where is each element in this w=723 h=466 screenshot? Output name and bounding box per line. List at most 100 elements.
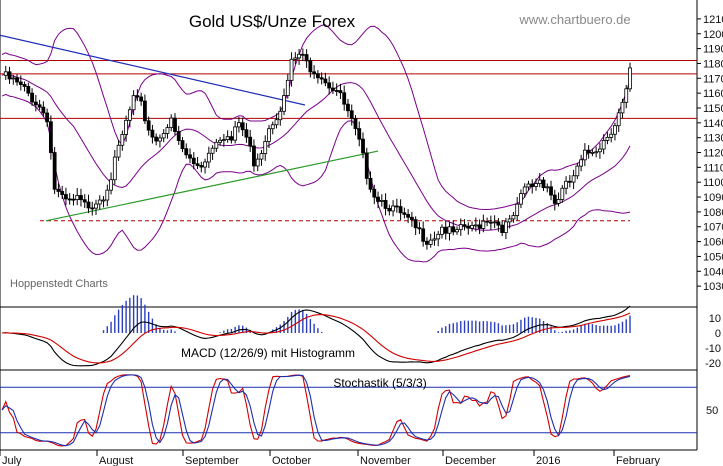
candle-body bbox=[255, 158, 260, 167]
candle-body bbox=[150, 129, 155, 138]
candle-body bbox=[466, 225, 471, 229]
macd-axis-ticks: 10 0 -10 -20 bbox=[705, 313, 721, 370]
candle-body bbox=[221, 139, 226, 142]
candle-body bbox=[338, 90, 343, 94]
candle-body bbox=[82, 199, 87, 203]
candle-body bbox=[71, 198, 76, 201]
candle-body bbox=[571, 175, 576, 183]
candle-body bbox=[342, 92, 347, 105]
candle-body bbox=[451, 226, 456, 233]
stochastic-d-line bbox=[1, 374, 631, 447]
price-tick-label: 1150 bbox=[703, 103, 723, 115]
candle-body bbox=[154, 136, 159, 142]
macd-tick-label: -20 bbox=[705, 358, 721, 370]
guide-lines bbox=[0, 59, 697, 434]
candle-body bbox=[624, 88, 629, 103]
price-tick-label: 1170 bbox=[703, 73, 723, 85]
candle-body bbox=[586, 149, 591, 154]
source-text: www.chartbuero.de bbox=[518, 12, 630, 27]
uptrend-line bbox=[45, 150, 379, 222]
candle-body bbox=[229, 136, 234, 141]
candle-body bbox=[432, 238, 437, 241]
candle-body bbox=[500, 224, 505, 233]
candle-body bbox=[52, 152, 57, 190]
macd-line bbox=[1, 305, 631, 367]
candle-body bbox=[616, 112, 621, 127]
price-tick-label: 1070 bbox=[703, 222, 723, 234]
candle-body bbox=[470, 224, 474, 229]
candle-body bbox=[552, 194, 557, 204]
candle-body bbox=[526, 183, 531, 188]
candle-body bbox=[7, 71, 12, 80]
candle-body bbox=[210, 147, 215, 154]
candle-body bbox=[458, 224, 463, 231]
candle-body bbox=[165, 127, 170, 134]
candle-body bbox=[579, 159, 584, 167]
candle-body bbox=[75, 195, 80, 200]
candle-body bbox=[537, 179, 542, 184]
stochastic-axis-ticks: 50 bbox=[706, 405, 718, 417]
candle-body bbox=[331, 87, 335, 91]
candle-body bbox=[601, 140, 606, 150]
downtrend-line bbox=[0, 34, 306, 106]
candle-body bbox=[477, 224, 482, 229]
candle-body bbox=[22, 84, 27, 87]
candle-body bbox=[146, 120, 151, 131]
candle-body bbox=[173, 117, 177, 132]
candle-body bbox=[496, 221, 501, 226]
candle-body bbox=[364, 152, 369, 179]
candle-body bbox=[293, 57, 298, 60]
candle-body bbox=[109, 179, 113, 191]
candle-body bbox=[105, 189, 110, 201]
candle-body bbox=[169, 117, 174, 129]
stochastic-tick-label: 50 bbox=[706, 405, 718, 417]
candle-body bbox=[334, 90, 339, 92]
month-tick-label: February bbox=[616, 455, 661, 466]
candle-body bbox=[199, 165, 204, 168]
candle-body bbox=[90, 207, 95, 210]
candle-body bbox=[37, 104, 42, 108]
candle-body bbox=[218, 139, 223, 143]
month-tick-label: August bbox=[99, 455, 133, 466]
price-tick-label: 1030 bbox=[703, 281, 723, 293]
candle-body bbox=[158, 137, 162, 142]
candle-body bbox=[176, 131, 181, 141]
candle-body bbox=[120, 134, 125, 146]
candle-body bbox=[582, 149, 587, 161]
candle-body bbox=[443, 226, 448, 234]
candle-body bbox=[613, 125, 617, 135]
month-tick-label: December bbox=[445, 455, 496, 466]
month-tick-label: July bbox=[2, 455, 22, 466]
candle-body bbox=[481, 220, 486, 229]
candle-body bbox=[124, 119, 128, 135]
candle-body bbox=[142, 100, 147, 122]
candle-body bbox=[368, 177, 373, 190]
candle-body bbox=[112, 156, 117, 181]
candle-body bbox=[60, 191, 65, 195]
candle-body bbox=[485, 220, 490, 223]
macd-label: MACD (12/26/9) mit Histogramm bbox=[181, 346, 355, 360]
candle-body bbox=[225, 136, 230, 141]
price-tick-label: 1090 bbox=[703, 192, 723, 204]
candle-body bbox=[391, 205, 395, 212]
month-tick-label: September bbox=[185, 455, 239, 466]
candle-body bbox=[18, 81, 23, 85]
macd-lines bbox=[1, 305, 631, 367]
candle-body bbox=[417, 227, 422, 230]
candle-body bbox=[488, 221, 493, 224]
candle-body bbox=[346, 103, 350, 112]
price-tick-label: 1200 bbox=[703, 29, 723, 41]
candle-body bbox=[556, 199, 561, 204]
candle-body bbox=[188, 154, 192, 159]
candle-body bbox=[184, 148, 189, 156]
candle-body bbox=[534, 183, 538, 187]
candle-body bbox=[590, 151, 595, 154]
candle-body bbox=[161, 133, 166, 139]
candle-body bbox=[545, 186, 550, 189]
candle-body bbox=[203, 161, 207, 168]
macd-tick-label: 0 bbox=[715, 328, 721, 340]
candle-body bbox=[297, 53, 301, 59]
candle-body bbox=[387, 208, 392, 212]
